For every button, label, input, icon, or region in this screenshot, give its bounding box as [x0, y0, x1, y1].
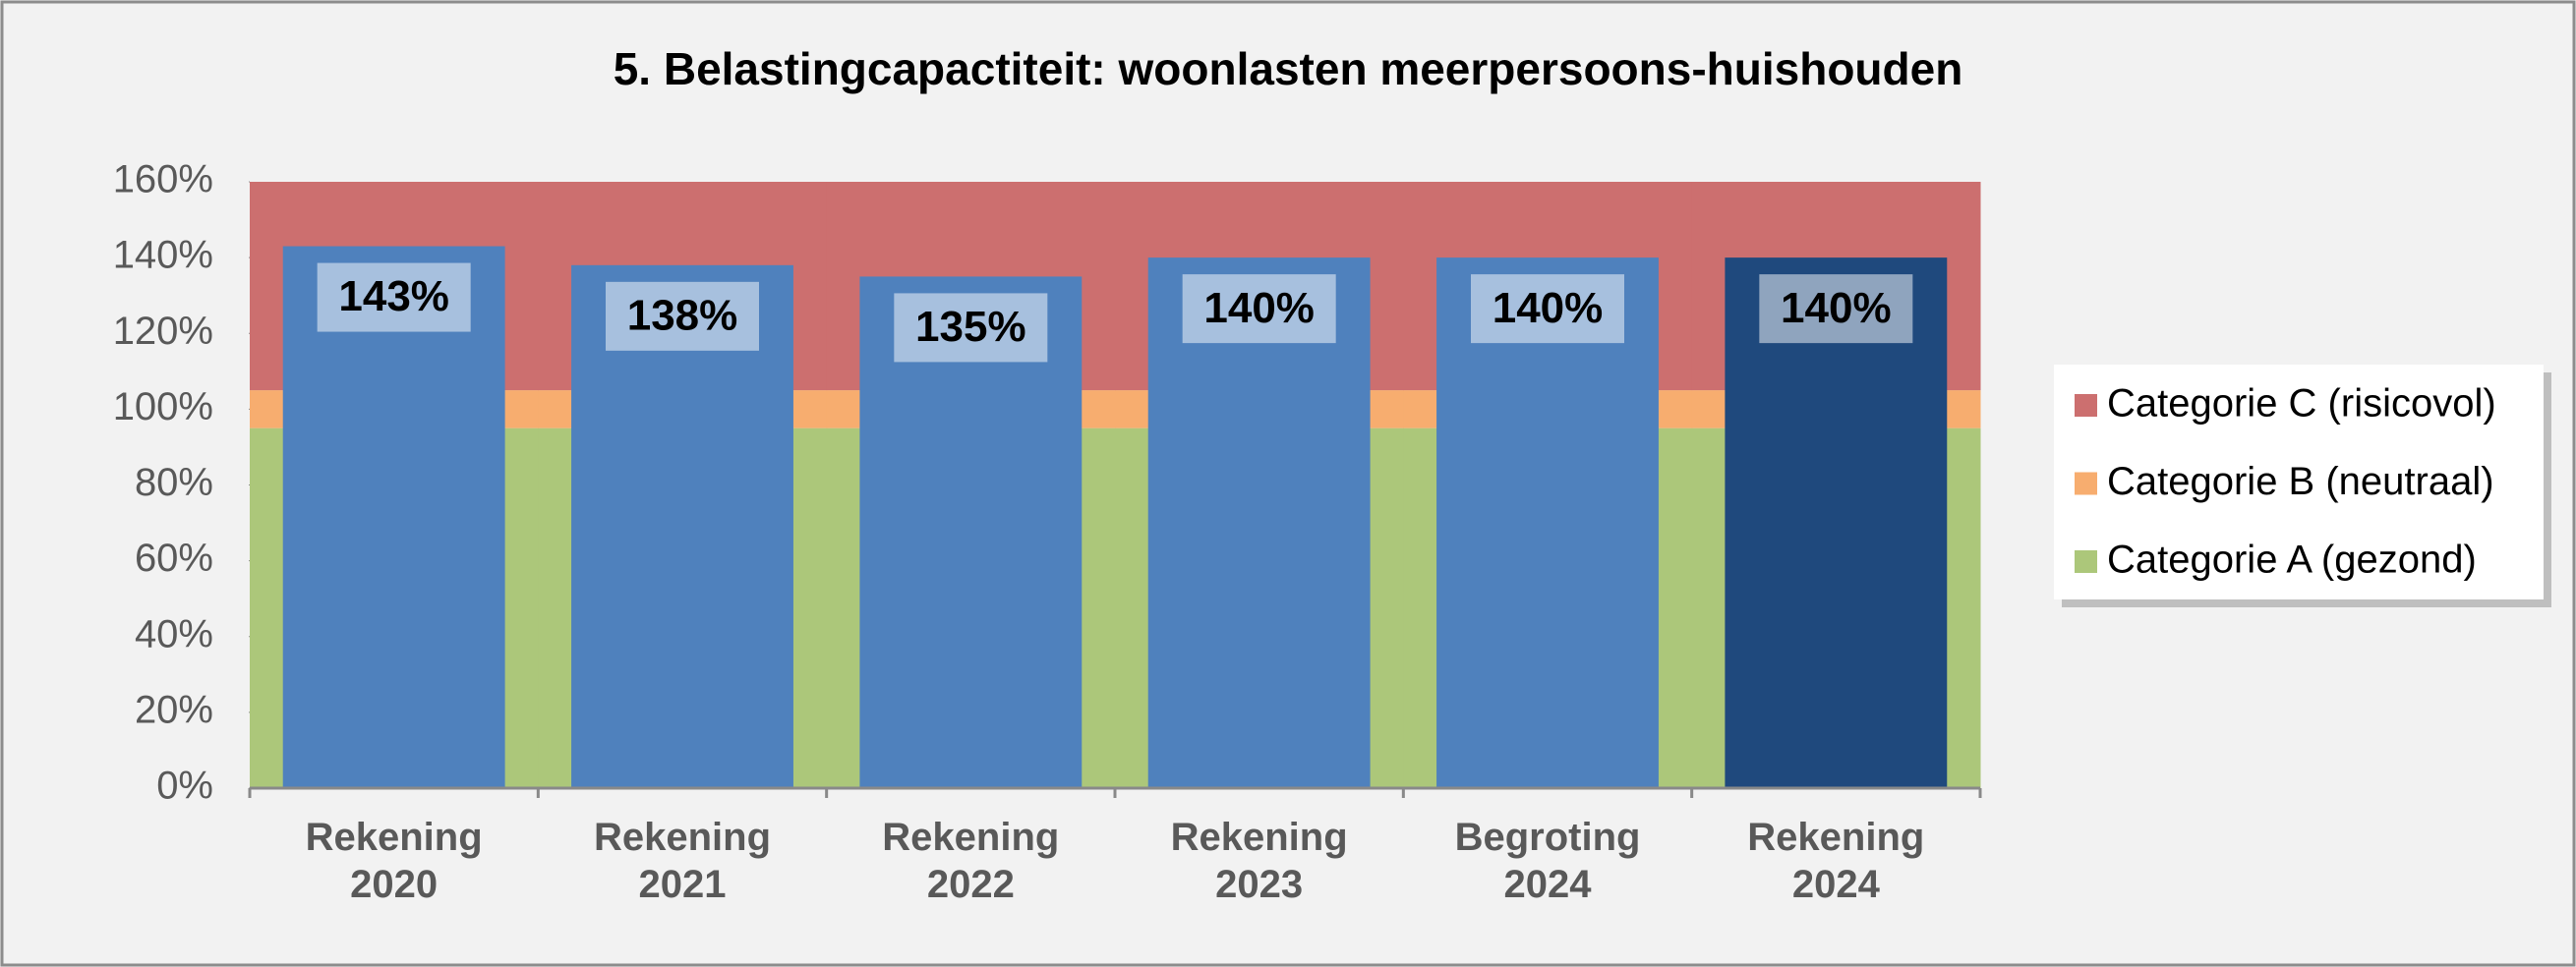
value-label-box [1471, 274, 1624, 344]
value-label: 140% [1203, 284, 1315, 332]
y-tick-label: 40% [135, 612, 213, 655]
value-label-box [894, 293, 1048, 363]
value-label: 143% [338, 272, 449, 320]
y-tick-label: 0% [156, 765, 213, 808]
value-label-box [1182, 274, 1336, 344]
value-label: 138% [627, 291, 738, 339]
legend-label: Categorie A (gezond) [2107, 539, 2477, 582]
legend-label: Categorie C (risicovol) [2107, 382, 2496, 426]
y-tick-label: 140% [113, 234, 213, 277]
x-tick-label: Rekening 2024 [1747, 816, 1925, 906]
bar [571, 264, 793, 788]
chart-title: 5. Belastingcapactiteit: woonlasten meer… [614, 43, 1963, 94]
bar [1436, 257, 1659, 788]
legend-marker [2075, 550, 2097, 573]
value-label: 140% [1781, 284, 1892, 332]
legend-box [2054, 365, 2544, 599]
legend-marker [2075, 394, 2097, 417]
x-tick-label: Rekening 2022 [882, 816, 1060, 906]
y-tick-label: 60% [135, 537, 213, 580]
x-tick-label: Begroting 2024 [1454, 816, 1641, 906]
value-label: 135% [915, 303, 1026, 351]
value-label-box [1759, 274, 1913, 344]
value-label: 140% [1493, 284, 1604, 332]
y-tick-label: 120% [113, 310, 213, 353]
legend-marker [2075, 472, 2097, 495]
x-tick-label: Rekening 2021 [593, 816, 772, 906]
bar [282, 246, 505, 788]
legend-label: Categorie B (neutraal) [2107, 460, 2494, 503]
value-label-box [606, 281, 759, 351]
y-tick-label: 160% [113, 158, 213, 201]
y-tick-label: 100% [113, 385, 213, 428]
y-tick-label: 20% [135, 688, 213, 731]
x-tick-label: Rekening 2023 [1170, 816, 1348, 906]
value-label-box [317, 262, 471, 332]
x-tick-label: Rekening 2020 [305, 816, 483, 906]
bar [1147, 257, 1371, 788]
bar [1725, 257, 1948, 788]
y-tick-label: 80% [135, 461, 213, 504]
